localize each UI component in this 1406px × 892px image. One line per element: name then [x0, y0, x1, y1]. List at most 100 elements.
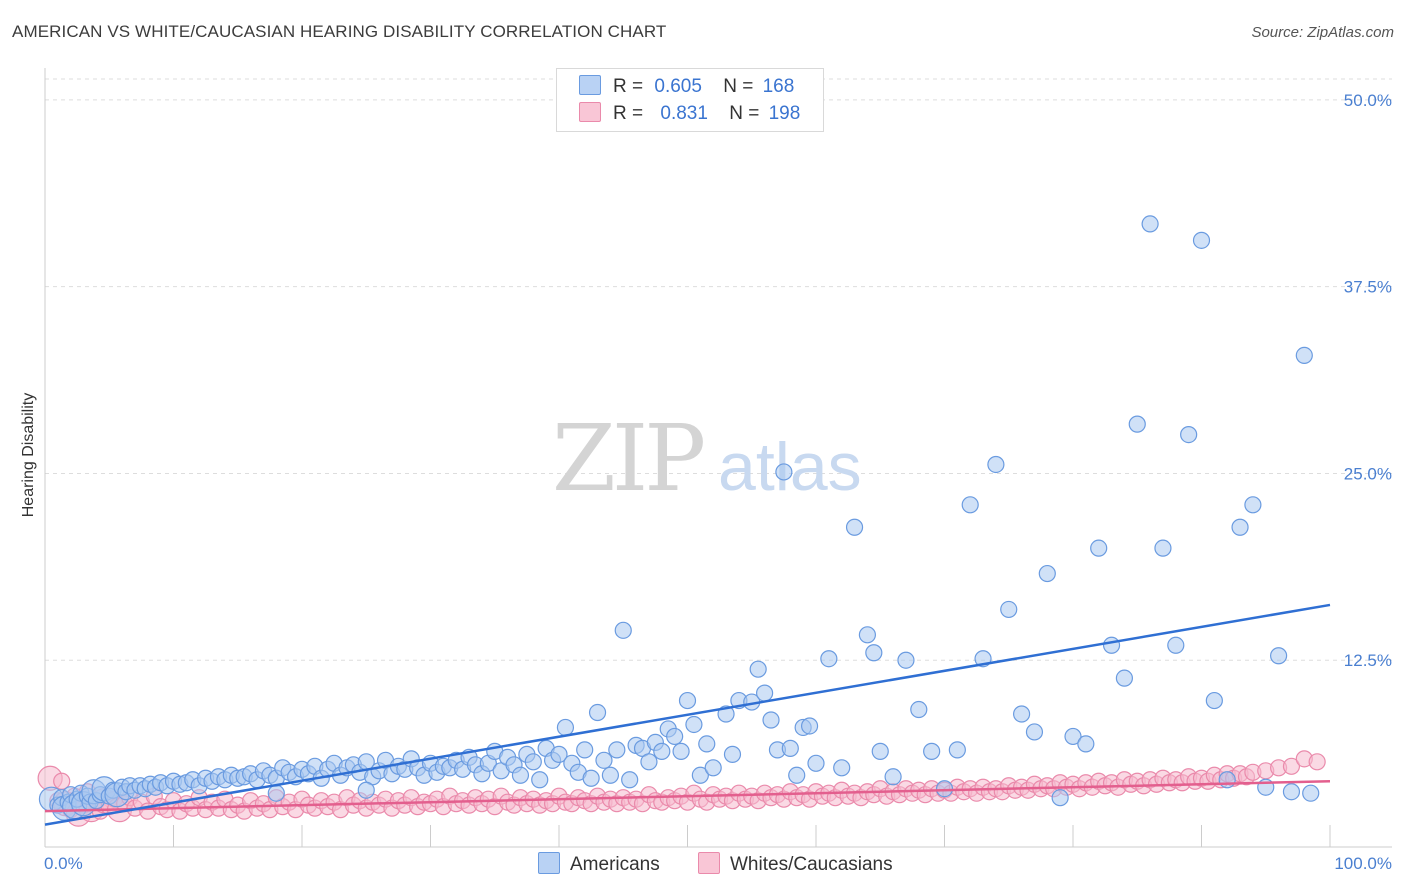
americans-point — [1077, 735, 1095, 753]
americans-point — [1154, 539, 1172, 557]
americans-point — [666, 727, 684, 746]
americans-point — [858, 626, 877, 644]
americans-point — [910, 700, 928, 719]
americans-point — [1282, 783, 1301, 801]
americans-point — [550, 745, 568, 763]
americans-point — [588, 703, 607, 722]
americans-point — [672, 742, 690, 760]
americans-point — [961, 496, 979, 514]
americans-point — [1115, 669, 1134, 687]
y-tick-label: 25.0% — [1344, 464, 1392, 483]
americans-point — [1218, 771, 1236, 789]
grid-lines — [45, 78, 1392, 661]
americans-point — [1025, 723, 1044, 741]
watermark: ZIP atlas — [552, 405, 862, 512]
americans-point — [1012, 705, 1031, 723]
americans-point — [1180, 425, 1198, 444]
axes — [44, 68, 1392, 848]
y-tick-label: 12.5% — [1344, 651, 1392, 670]
americans-point — [1205, 691, 1223, 710]
americans-point — [820, 650, 838, 668]
americans-point — [653, 742, 671, 760]
trend-lines — [44, 603, 1331, 826]
americans-point — [762, 711, 780, 729]
americans-point — [698, 735, 716, 753]
americans-point — [1128, 415, 1146, 433]
bottom-legend-whites: Whites/Caucasians — [698, 852, 893, 876]
legend-row-americans: R = 0.605 N = 168 — [579, 75, 794, 99]
americans-point — [1051, 789, 1069, 807]
legend-r-value: 0.831 — [660, 103, 708, 124]
americans-point — [1269, 647, 1288, 665]
americans-point — [1167, 636, 1185, 654]
americans-point — [884, 768, 902, 786]
americans-point — [614, 621, 632, 639]
americans-point — [511, 766, 530, 784]
americans-point — [357, 781, 375, 799]
americans-point — [948, 741, 966, 759]
americans-point — [865, 644, 883, 662]
x-tick-label: 100.0% — [1334, 854, 1392, 873]
whites-series-points — [37, 750, 1326, 827]
americans-point — [781, 739, 799, 757]
americans-point — [704, 759, 722, 777]
americans-point — [1192, 231, 1211, 249]
americans-point — [871, 742, 889, 760]
legend-r-value: 0.605 — [654, 76, 702, 97]
y-tick-label: 37.5% — [1344, 278, 1392, 297]
americans-point — [1064, 727, 1082, 746]
whites-legend-swatch-icon — [698, 852, 720, 874]
whites-swatch-icon — [579, 102, 601, 122]
legend-n-value: 168 — [762, 76, 795, 97]
americans-point — [1295, 346, 1313, 364]
americans-point — [691, 766, 709, 784]
whites-trend-line — [44, 780, 1331, 813]
americans-point — [595, 751, 613, 769]
y-tick-label: 50.0% — [1344, 91, 1392, 110]
americans-point — [923, 742, 941, 760]
y-axis-title: Hearing Disability — [20, 393, 37, 518]
legend-n-label: N = — [723, 76, 754, 97]
source-label: Source: ZipAtlas.com — [1251, 24, 1394, 41]
americans-swatch-icon — [579, 75, 601, 95]
chart-title: AMERICAN VS WHITE/CAUCASIAN HEARING DISA… — [12, 22, 667, 41]
americans-point — [755, 684, 774, 702]
americans-point — [576, 741, 594, 759]
americans-point — [935, 780, 954, 798]
legend-n-value: 198 — [768, 103, 801, 124]
americans-point — [987, 455, 1005, 474]
americans-point — [524, 753, 542, 771]
americans-point — [897, 651, 915, 669]
americans-point — [1302, 784, 1320, 802]
americans-series-points — [38, 215, 1320, 821]
americans-point — [531, 771, 549, 789]
americans-point — [1038, 564, 1056, 583]
americans-point — [1141, 215, 1159, 233]
americans-point — [833, 759, 851, 777]
whites-point — [1282, 757, 1301, 775]
americans-point — [1000, 600, 1018, 619]
americans-point — [685, 715, 703, 734]
x-tick-label: 0.0% — [44, 854, 83, 873]
americans-legend-swatch-icon — [538, 852, 560, 874]
americans-point — [678, 691, 697, 710]
legend-n-label: N = — [729, 103, 760, 124]
americans-point — [582, 769, 600, 787]
whites-legend-label: Whites/Caucasians — [730, 854, 893, 875]
americans-point — [1102, 636, 1121, 654]
americans-point — [601, 766, 620, 784]
americans-point — [845, 518, 864, 536]
americans-point — [788, 766, 806, 784]
americans-point — [1244, 496, 1262, 514]
bottom-legend-americans: Americans — [538, 852, 660, 876]
americans-point — [749, 660, 767, 678]
americans-point — [800, 717, 819, 735]
americans-point — [608, 741, 626, 759]
americans-legend-label: Americans — [570, 854, 660, 875]
whites-point — [1308, 753, 1326, 771]
americans-point — [807, 754, 825, 772]
americans-point — [267, 784, 285, 802]
correlation-legend: R = 0.605 N = 168 R = 0.831 N = 198 — [556, 68, 824, 132]
legend-r-label: R = — [613, 103, 644, 124]
americans-point — [621, 771, 639, 789]
